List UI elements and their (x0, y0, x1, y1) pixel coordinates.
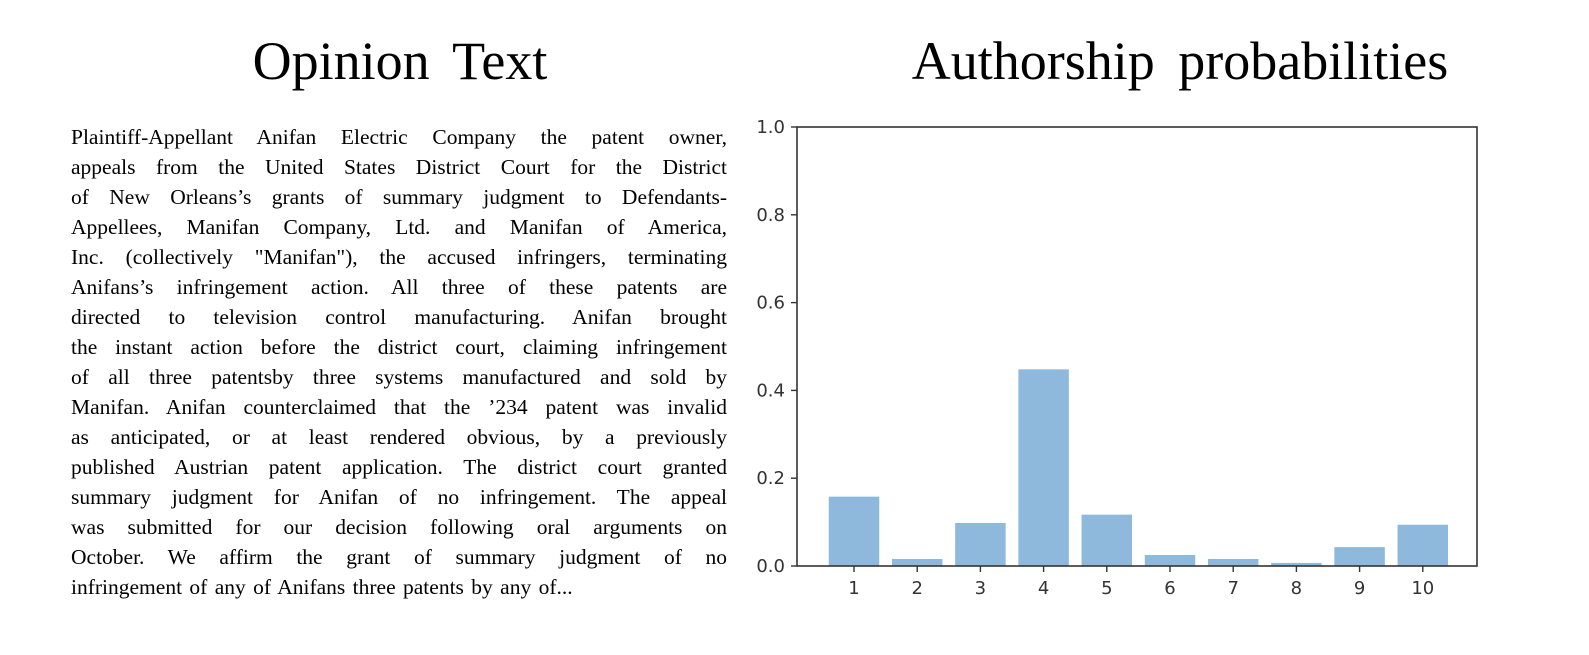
opinion-line: appeals from the United States District … (71, 155, 727, 179)
chart-title: Authorship probabilities (911, 31, 1449, 91)
y-tick-label: 0.2 (756, 468, 785, 489)
opinion-line: directed to television control manufactu… (71, 305, 727, 329)
x-tick-label: 6 (1164, 578, 1175, 599)
bar (891, 558, 943, 566)
x-tick-label: 1 (848, 578, 859, 599)
x-tick-label: 10 (1411, 578, 1434, 599)
opinion-line: the instant action before the district c… (71, 335, 727, 359)
x-tick-label: 5 (1101, 578, 1112, 599)
opinion-line: Manifan. Anifan counterclaimed that the … (71, 395, 727, 419)
bar (1334, 547, 1385, 566)
x-tick-label: 2 (911, 578, 922, 599)
bar (1144, 555, 1196, 566)
bar (1081, 514, 1133, 566)
opinion-line: of New Orleans’s grants of summary judgm… (71, 185, 727, 209)
x-tick-label: 8 (1291, 578, 1302, 599)
bar-chart: 0.0 0.2 0.4 0.6 0.8 1.0 1 2 3 4 5 6 7 8 9 10 (756, 117, 1478, 599)
plot-frame (796, 126, 1478, 567)
y-tick-label: 0.4 (756, 380, 785, 401)
y-tick-label: 0.6 (756, 293, 785, 314)
opinion-line: Appellees, Manifan Company, Ltd. and Man… (71, 215, 727, 239)
opinion-line: Inc. (collectively "Manifan"), the accus… (71, 245, 727, 269)
bar (1271, 562, 1322, 566)
opinion-line: as anticipated, or at least rendered obv… (71, 425, 727, 449)
y-tick-label: 0.8 (756, 205, 785, 226)
opinion-line: October. We affirm the grant of summary … (71, 545, 727, 569)
opinion-line: infringement of any of Anifans three pat… (71, 575, 573, 599)
x-tick-label: 4 (1038, 578, 1049, 599)
opinion-line: Anifans’s infringement action. All three… (71, 275, 727, 299)
x-tick-label: 3 (975, 578, 986, 599)
opinion-line: published Austrian patent application. T… (71, 455, 727, 479)
opinion-text-title: Opinion Text (252, 31, 548, 91)
opinion-text-body: Plaintiff-Appellant Anifan Electric Comp… (71, 122, 727, 602)
y-tick-label: 0.0 (756, 556, 785, 577)
bar (1207, 558, 1259, 566)
opinion-line: Plaintiff-Appellant Anifan Electric Comp… (71, 125, 727, 149)
bar (828, 496, 880, 566)
x-tick-label: 9 (1354, 578, 1365, 599)
bar (955, 522, 1006, 566)
opinion-line: of all three patentsby three systems man… (71, 365, 727, 389)
y-tick-label: 1.0 (756, 117, 785, 138)
opinion-line: summary judgment for Anifan of no infrin… (71, 485, 727, 509)
x-tick-label: 7 (1227, 578, 1238, 599)
opinion-line: was submitted for our decision following… (71, 515, 727, 539)
bar (1018, 369, 1069, 566)
bar (1397, 524, 1449, 566)
